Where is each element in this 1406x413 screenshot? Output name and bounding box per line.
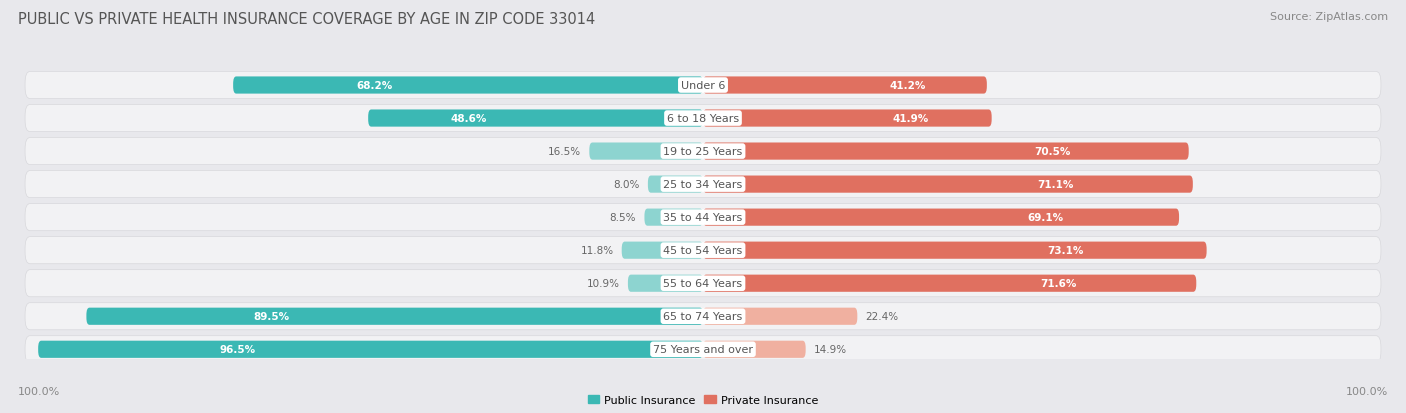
FancyBboxPatch shape: [25, 270, 1381, 297]
FancyBboxPatch shape: [25, 237, 1381, 264]
Text: 25 to 34 Years: 25 to 34 Years: [664, 180, 742, 190]
FancyBboxPatch shape: [25, 105, 1381, 132]
FancyBboxPatch shape: [703, 308, 858, 325]
Text: 16.5%: 16.5%: [548, 147, 581, 157]
Text: 8.0%: 8.0%: [613, 180, 640, 190]
Text: 14.9%: 14.9%: [814, 344, 846, 354]
FancyBboxPatch shape: [703, 176, 1192, 193]
Text: 8.5%: 8.5%: [610, 213, 636, 223]
FancyBboxPatch shape: [25, 204, 1381, 231]
FancyBboxPatch shape: [25, 171, 1381, 198]
Text: Under 6: Under 6: [681, 81, 725, 91]
Text: 70.5%: 70.5%: [1035, 147, 1071, 157]
Text: 41.9%: 41.9%: [893, 114, 929, 124]
Text: 48.6%: 48.6%: [450, 114, 486, 124]
FancyBboxPatch shape: [628, 275, 703, 292]
FancyBboxPatch shape: [38, 341, 703, 358]
FancyBboxPatch shape: [644, 209, 703, 226]
Text: Source: ZipAtlas.com: Source: ZipAtlas.com: [1270, 12, 1388, 22]
Text: 6 to 18 Years: 6 to 18 Years: [666, 114, 740, 124]
Text: 73.1%: 73.1%: [1047, 246, 1084, 256]
FancyBboxPatch shape: [25, 303, 1381, 330]
Text: 96.5%: 96.5%: [219, 344, 256, 354]
FancyBboxPatch shape: [703, 77, 987, 95]
Text: 55 to 64 Years: 55 to 64 Years: [664, 278, 742, 289]
Text: PUBLIC VS PRIVATE HEALTH INSURANCE COVERAGE BY AGE IN ZIP CODE 33014: PUBLIC VS PRIVATE HEALTH INSURANCE COVER…: [18, 12, 596, 27]
FancyBboxPatch shape: [703, 110, 991, 127]
FancyBboxPatch shape: [589, 143, 703, 160]
Text: 68.2%: 68.2%: [356, 81, 392, 91]
Text: 22.4%: 22.4%: [866, 311, 898, 321]
FancyBboxPatch shape: [368, 110, 703, 127]
Text: 65 to 74 Years: 65 to 74 Years: [664, 311, 742, 321]
Text: 11.8%: 11.8%: [581, 246, 613, 256]
FancyBboxPatch shape: [703, 341, 806, 358]
FancyBboxPatch shape: [25, 72, 1381, 99]
Text: 10.9%: 10.9%: [586, 278, 620, 289]
Text: 100.0%: 100.0%: [1346, 387, 1388, 396]
FancyBboxPatch shape: [621, 242, 703, 259]
FancyBboxPatch shape: [703, 275, 1197, 292]
Text: 75 Years and over: 75 Years and over: [652, 344, 754, 354]
FancyBboxPatch shape: [233, 77, 703, 95]
FancyBboxPatch shape: [25, 138, 1381, 165]
Text: 100.0%: 100.0%: [18, 387, 60, 396]
FancyBboxPatch shape: [703, 143, 1188, 160]
FancyBboxPatch shape: [86, 308, 703, 325]
FancyBboxPatch shape: [648, 176, 703, 193]
Text: 35 to 44 Years: 35 to 44 Years: [664, 213, 742, 223]
Text: 41.2%: 41.2%: [889, 81, 925, 91]
Text: 45 to 54 Years: 45 to 54 Years: [664, 246, 742, 256]
Text: 71.1%: 71.1%: [1038, 180, 1074, 190]
Text: 69.1%: 69.1%: [1028, 213, 1064, 223]
Text: 89.5%: 89.5%: [253, 311, 290, 321]
Text: 19 to 25 Years: 19 to 25 Years: [664, 147, 742, 157]
FancyBboxPatch shape: [703, 209, 1180, 226]
FancyBboxPatch shape: [703, 242, 1206, 259]
FancyBboxPatch shape: [25, 336, 1381, 363]
Legend: Public Insurance, Private Insurance: Public Insurance, Private Insurance: [583, 391, 823, 410]
Text: 71.6%: 71.6%: [1040, 278, 1077, 289]
